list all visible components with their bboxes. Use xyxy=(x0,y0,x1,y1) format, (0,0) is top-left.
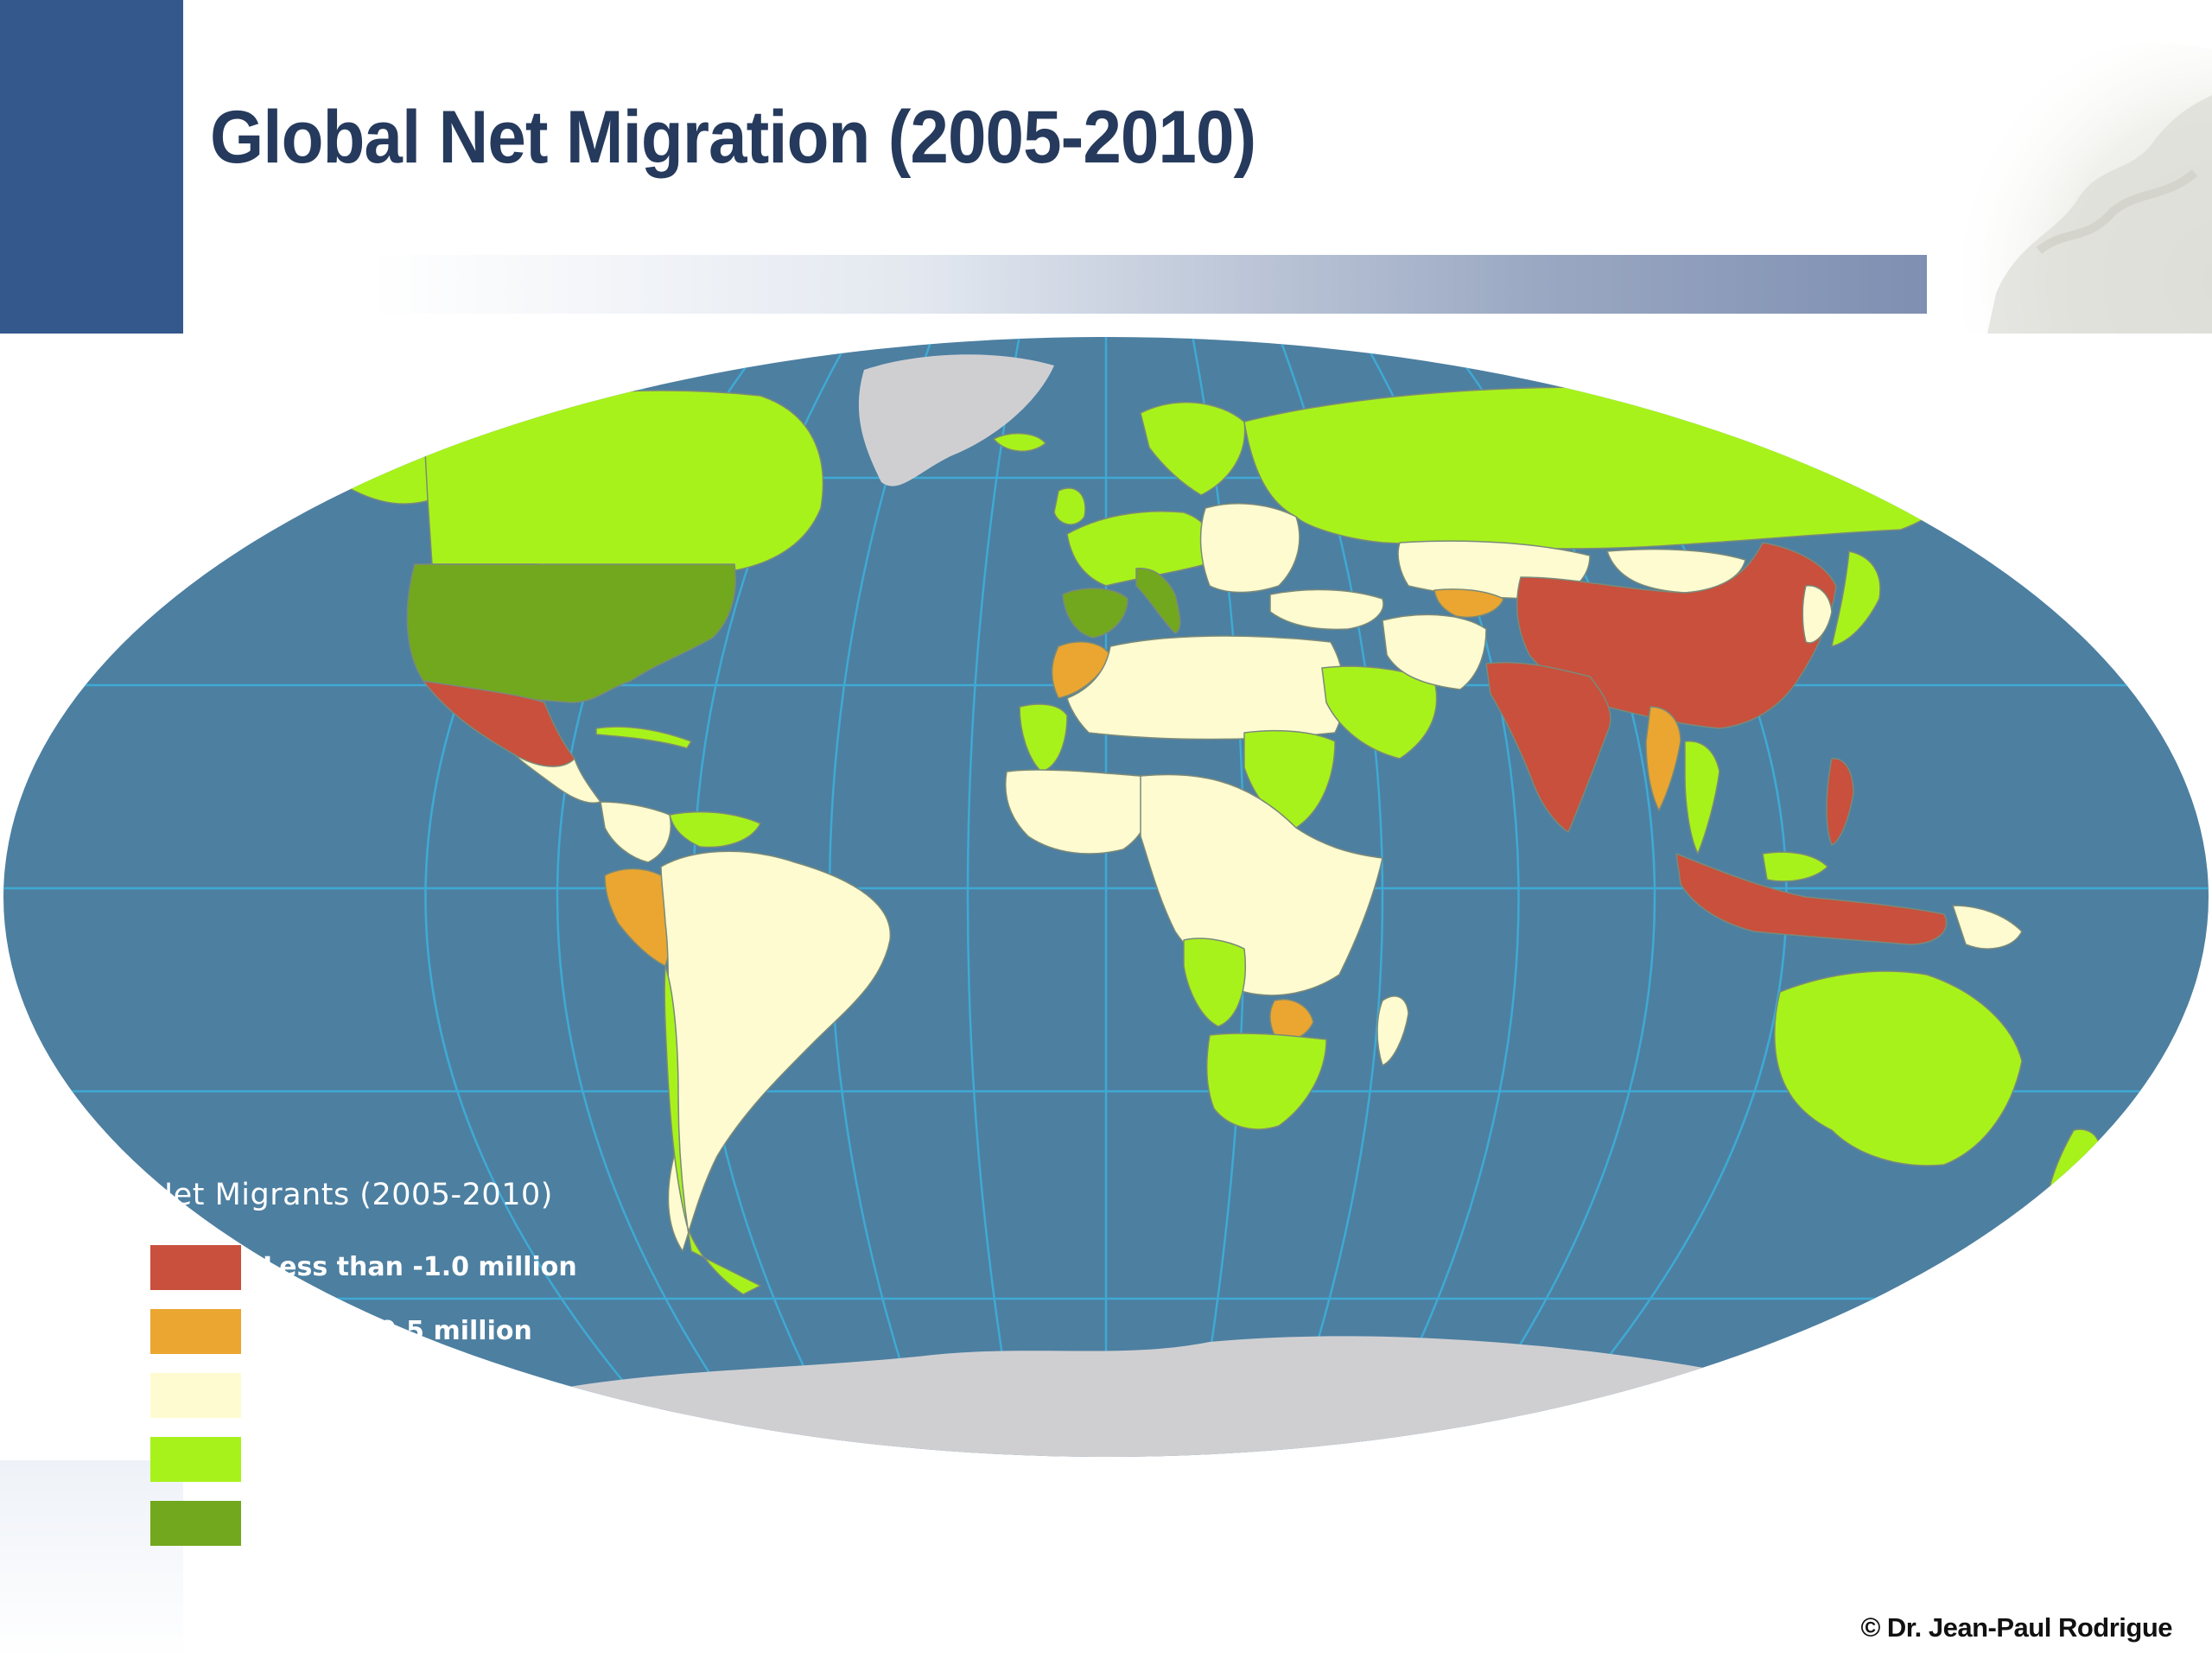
region-scandinavia xyxy=(1140,401,1246,496)
legend-item-gt-1-5: More than 1.5 million xyxy=(150,1501,617,1546)
legend-item-minus-1-to-minus-0-5: -1.0 to -0.5 million xyxy=(150,1309,617,1354)
legend-label: More than 1.5 million xyxy=(263,1508,575,1538)
legend-item-0-to-1-5: 0 to 1.5 million xyxy=(150,1437,617,1482)
region-indonesia xyxy=(1675,853,1948,945)
legend-label: -0.5 to 0 million xyxy=(263,1380,494,1410)
region-myanmar xyxy=(1645,706,1681,811)
region-malaysia xyxy=(1762,851,1828,882)
region-russia xyxy=(1243,386,1988,550)
region-canada xyxy=(423,390,824,575)
region-saudi-arabia xyxy=(1321,665,1438,760)
slide-title: Global Net Migration (2005-2010) xyxy=(210,96,1256,179)
region-philippines xyxy=(1826,758,1854,846)
legend-label: 0 to 1.5 million xyxy=(263,1444,483,1474)
region-british-isles xyxy=(1053,487,1086,525)
region-papua-new-guinea xyxy=(1952,905,2023,950)
region-madagascar xyxy=(1376,995,1409,1066)
region-alaska xyxy=(284,418,433,505)
accent-fade xyxy=(0,1460,183,1659)
legend-item-minus-0-5-to-0: -0.5 to 0 million xyxy=(150,1373,617,1418)
copyright-credit: © Dr. Jean-Paul Rodrigue xyxy=(1860,1612,2172,1643)
region-peru xyxy=(604,868,672,967)
region-venezuela xyxy=(669,810,761,849)
title-gradient-bar xyxy=(372,255,1927,314)
land-regions xyxy=(284,354,2101,1457)
region-korea xyxy=(1802,585,1833,644)
region-usa xyxy=(406,563,736,703)
legend-swatch xyxy=(150,1309,241,1354)
region-iceland xyxy=(993,432,1046,452)
region-north-africa xyxy=(1066,635,1345,741)
globe-decoration xyxy=(1944,43,2212,334)
legend-swatch xyxy=(150,1437,241,1482)
region-italy xyxy=(1135,568,1181,634)
legend-swatch xyxy=(150,1245,241,1290)
region-thailand xyxy=(1684,741,1720,855)
legend-item-lt-minus-1: Less than -1.0 million xyxy=(150,1245,617,1290)
legend-label: -1.0 to -0.5 million xyxy=(263,1316,532,1346)
region-caribbean xyxy=(595,726,692,749)
world-map: Net Migrants (2005-2010) Less than -1.0 … xyxy=(0,335,2212,1546)
region-mauritania xyxy=(1019,703,1068,772)
region-morocco xyxy=(1051,641,1111,699)
legend-label: Less than -1.0 million xyxy=(263,1252,577,1282)
region-greenland xyxy=(858,354,1054,486)
map-canvas xyxy=(3,337,2209,1457)
region-iran xyxy=(1382,613,1487,690)
region-turkey xyxy=(1269,588,1384,631)
region-west-africa xyxy=(1005,769,1151,855)
accent-block xyxy=(0,0,183,334)
region-uzbekistan xyxy=(1433,588,1504,618)
map-legend: Net Migrants (2005-2010) Less than -1.0 … xyxy=(149,1178,632,1558)
region-angola xyxy=(1183,938,1246,1027)
region-colombia xyxy=(600,801,671,863)
region-spain xyxy=(1062,588,1128,639)
region-australia xyxy=(1774,970,2023,1166)
region-chile xyxy=(664,965,761,1295)
legend-swatch xyxy=(150,1373,241,1418)
region-eastern-europe xyxy=(1199,503,1300,594)
legend-title: Net Migrants (2005-2010) xyxy=(150,1178,553,1212)
legend-swatch xyxy=(150,1501,241,1546)
region-japan xyxy=(1831,550,1881,647)
region-south-africa xyxy=(1205,1033,1327,1130)
region-india xyxy=(1485,661,1611,833)
